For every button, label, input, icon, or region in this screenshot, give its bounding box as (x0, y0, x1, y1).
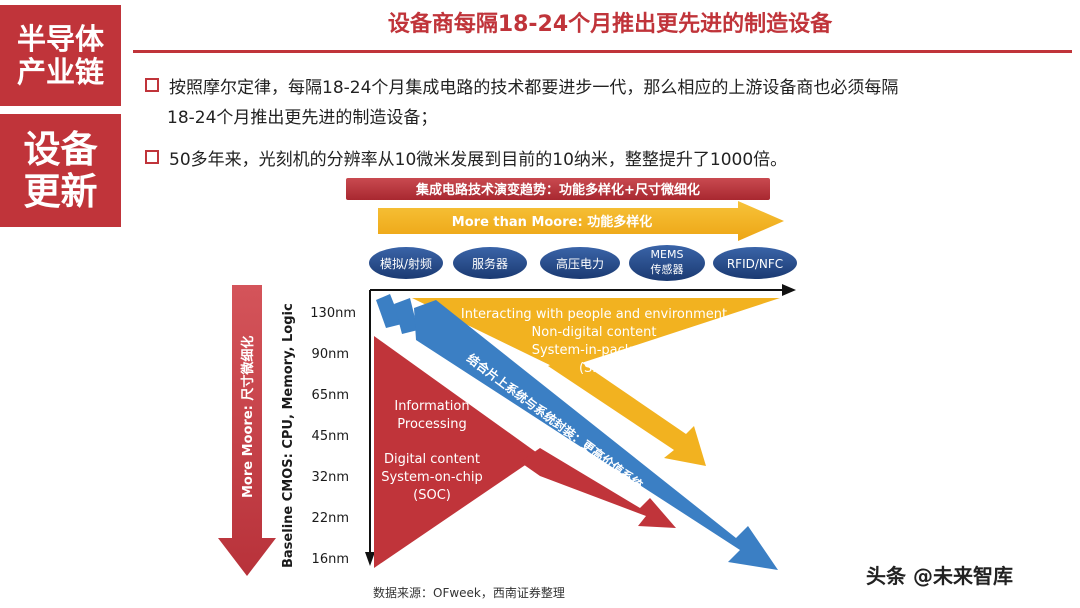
bullet-1-line-1: 按照摩尔定律，每隔18-24个月集成电路的技术都要进步一代，那么相应的上游设备商… (169, 78, 899, 98)
sip-line-2: Non-digital content (532, 325, 657, 340)
sip-line-4: (SIP) (579, 361, 609, 376)
soc-arrow (520, 448, 676, 528)
sip-arrow (548, 356, 706, 466)
soc-line-3: Digital content (384, 452, 480, 467)
square-bullet-icon (145, 78, 159, 92)
pill-server (453, 247, 527, 279)
vertical-axis-arrowhead (365, 552, 375, 566)
more-than-moore-arrow (378, 201, 784, 241)
node-22nm: 22nm (312, 511, 349, 526)
more-moore-arrow (218, 285, 276, 576)
title-divider (133, 50, 1072, 53)
horizontal-axis-arrowhead (782, 284, 796, 296)
bullet-2-line-1: 50多年来，光刻机的分辨率从10微米发展到目前的10纳米，整整提升了1000倍。 (169, 150, 788, 170)
application-pills: 模拟/射频 服务器 高压电力 MEMS 传感器 RFID/NFC (369, 245, 797, 281)
trend-banner (346, 178, 770, 200)
node-65nm: 65nm (312, 388, 349, 403)
pill-rfid-nfc-label: RFID/NFC (727, 257, 783, 271)
tag-line-2: 产业链 (16, 54, 104, 89)
square-bullet-icon (145, 150, 159, 164)
node-90nm: 90nm (312, 347, 349, 362)
bullet-1-line-2: 18-24个月推出更先进的制造设备； (167, 108, 438, 128)
data-source-note: 数据来源：OFweek，西南证券整理 (373, 586, 565, 600)
pill-high-voltage (540, 247, 620, 279)
tag-line-2: 更新 (23, 169, 98, 213)
sidebar-tag-equipment-update: 设备 更新 (0, 114, 121, 227)
more-moore-text: More Moore: 尺寸微细化 (240, 336, 256, 498)
soc-triangle (374, 336, 540, 568)
node-16nm: 16nm (312, 552, 349, 567)
soc-line-2: Processing (397, 417, 466, 432)
page-title: 设备商每隔18-24个月推出更先进的制造设备 (387, 12, 833, 37)
soc-line-4: System-on-chip (381, 470, 483, 485)
bullet-2: 50多年来，光刻机的分辨率从10微米发展到目前的10纳米，整整提升了1000倍。 (145, 145, 1070, 175)
blue-band-dash-1 (376, 294, 402, 328)
sip-triangle (412, 298, 780, 370)
integration-diagonal-arrow (414, 300, 778, 570)
pill-mems-label-2: 传感器 (651, 263, 684, 276)
process-node-ticks: 130nm 90nm 65nm 45nm 32nm 22nm 16nm (310, 306, 356, 567)
node-45nm: 45nm (312, 429, 349, 444)
node-130nm: 130nm (310, 306, 356, 321)
pill-analog-rf-label: 模拟/射频 (380, 256, 432, 271)
pill-server-label: 服务器 (472, 256, 508, 271)
bullet-1: 按照摩尔定律，每隔18-24个月集成电路的技术都要进步一代，那么相应的上游设备商… (145, 73, 1070, 133)
sip-line-1: Interacting with people and environment (461, 307, 727, 322)
trend-banner-text: 集成电路技术演变趋势：功能多样化+尺寸微细化 (415, 182, 700, 198)
pill-high-voltage-label: 高压电力 (556, 256, 604, 271)
tag-line-1: 设备 (23, 128, 98, 172)
pill-mems-label-1: MEMS (651, 248, 684, 261)
node-32nm: 32nm (312, 470, 349, 485)
blue-band-dash-2 (394, 298, 418, 334)
pill-analog-rf (369, 247, 443, 279)
more-than-moore-text: More than Moore: 功能多样化 (452, 214, 652, 230)
soc-line-5: (SOC) (413, 488, 451, 503)
pill-rfid-nfc (713, 247, 797, 279)
soc-line-1: Information (394, 399, 469, 414)
tag-line-1: 半导体 (16, 22, 104, 57)
watermark: 头条 @未来智库 (866, 564, 1013, 588)
baseline-cmos-label: Baseline CMOS: CPU, Memory, Logic (281, 303, 296, 568)
sidebar-tag-industry-chain: 半导体 产业链 (0, 5, 121, 106)
sip-line-3: System-in-package (532, 343, 657, 358)
pill-mems (629, 245, 705, 281)
